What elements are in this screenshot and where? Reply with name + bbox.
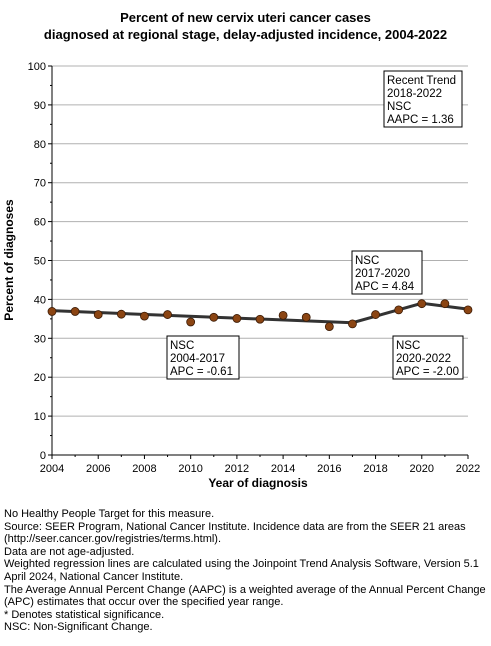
line-chart: 0 10 20 30 40 50 60 70 80 90 100 2004 2006 2008 2010 20… (2, 61, 480, 490)
annotation-box (351, 250, 423, 295)
annotation-text: NSC (170, 340, 194, 352)
annotation-text: APC = 4.84 (355, 281, 415, 293)
x-tick-label: 2012 (225, 463, 249, 475)
annotation-box (166, 335, 240, 380)
footnotes: No Healthy People Target for this measur… (4, 508, 488, 634)
y-tick-label: 60 (34, 217, 46, 229)
x-tick-label: 2014 (271, 463, 295, 475)
data-point (140, 311, 149, 321)
data-point (463, 305, 473, 315)
data-point (394, 305, 404, 315)
data-point (324, 322, 334, 332)
data-point (116, 309, 126, 319)
y-tick-label: 10 (34, 411, 46, 423)
y-tick-label: 40 (34, 294, 46, 306)
annotation-text: 2018-2022 (387, 88, 442, 100)
y-tick-label: 90 (34, 100, 46, 112)
data-point (371, 310, 380, 319)
annotation-text: Recent Trend (387, 75, 456, 87)
y-tick-label: 70 (34, 178, 46, 190)
data-point (209, 312, 219, 322)
data-point (417, 299, 427, 309)
y-tick-label: 50 (34, 256, 46, 268)
chart-title-line1: Percent of new cervix uteri cancer cases (120, 10, 371, 25)
x-tick-label: 2020 (410, 463, 434, 475)
y-tick-label: 80 (34, 139, 46, 151)
annotation-text: APC = -2.00 (396, 366, 459, 378)
annotation-text: NSC (396, 340, 420, 352)
x-tick-label: 2006 (86, 463, 110, 475)
y-tick-label: 0 (40, 450, 46, 462)
x-tick-label: 2004 (40, 463, 64, 475)
data-point (301, 312, 311, 322)
x-tick-label: 2022 (456, 463, 480, 475)
x-tick-label: 2008 (132, 463, 156, 475)
footnote-aapc: The Average Annual Percent Change (AAPC)… (4, 583, 486, 609)
x-tick-label: 2018 (363, 463, 387, 475)
annotation-text: NSC (387, 101, 411, 113)
y-axis-label: Percent of diagnoses (2, 199, 16, 321)
footnote-age: Data are not age-adjusted. (4, 545, 135, 558)
footnote-significance: * Denotes statistical significance. (4, 608, 165, 621)
footnote-regression: Weighted regression lines are calculated… (4, 558, 479, 583)
annotation-text: NSC (355, 255, 379, 267)
data-point (440, 299, 450, 309)
data-point (348, 319, 357, 329)
chart-title-line2: diagnosed at regional stage, delay-adjus… (43, 27, 448, 42)
data-point (255, 314, 265, 324)
data-point (93, 310, 103, 319)
y-tick-label: 20 (34, 372, 46, 384)
annotation-box (383, 70, 463, 128)
x-tick-label: 2016 (317, 463, 341, 475)
footnote-target: No Healthy People Target for this measur… (4, 508, 215, 520)
footnote-source: Source: SEER Program, National Cancer In… (4, 520, 466, 546)
annotation-text: APC = -0.61 (170, 366, 233, 378)
annotation-box (392, 335, 464, 380)
annotation-text: 2004-2017 (170, 353, 225, 365)
data-point (70, 307, 80, 316)
annotation-text: 2020-2022 (396, 353, 451, 365)
data-point (232, 314, 242, 323)
x-axis-label: Year of diagnosis (208, 476, 308, 490)
data-point (47, 307, 57, 316)
footnote-nsc: NSC: Non-Significant Change. (4, 621, 153, 634)
annotation-text: AAPC = 1.36 (387, 114, 454, 126)
annotation-text: 2017-2020 (355, 268, 410, 280)
y-tick-label: 100 (28, 61, 46, 73)
y-tick-label: 30 (34, 333, 46, 345)
data-point (278, 310, 288, 320)
x-tick-label: 2010 (178, 463, 202, 475)
data-point (186, 317, 196, 327)
data-point (163, 310, 172, 319)
